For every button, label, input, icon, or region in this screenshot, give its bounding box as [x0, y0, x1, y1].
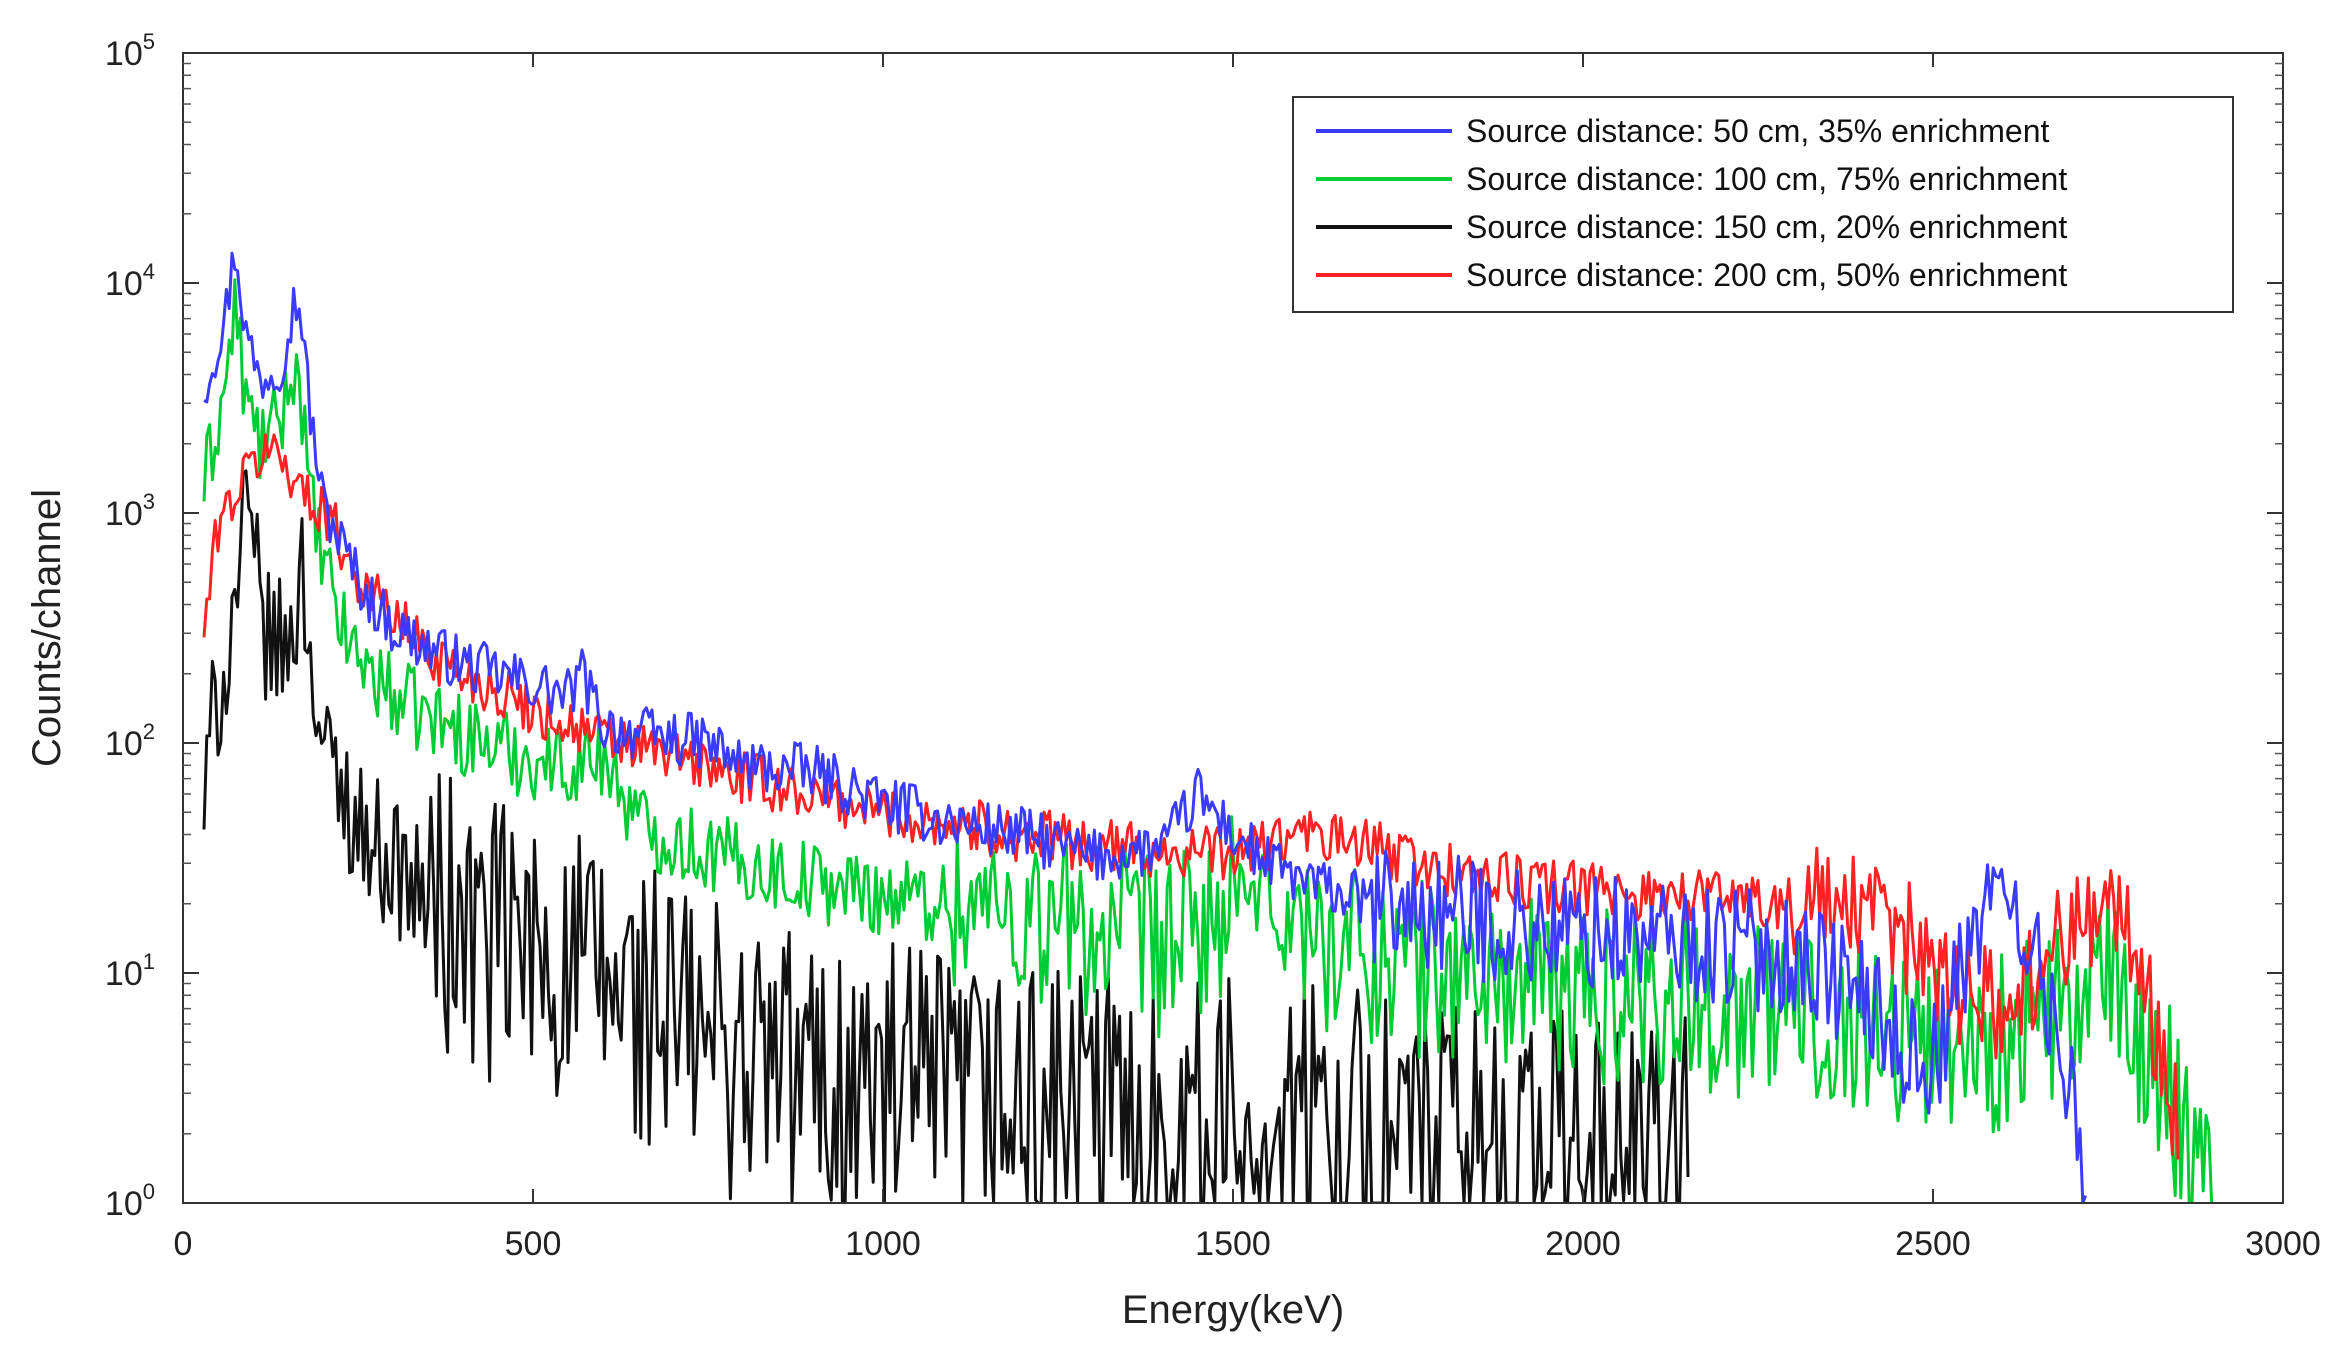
y-tick-label: 103 — [105, 489, 155, 533]
legend: Source distance: 50 cm, 35% enrichment So… — [1292, 96, 2234, 313]
x-tick-label: 2500 — [1895, 1225, 1971, 1263]
legend-label-3: Source distance: 200 cm, 50% enrichment — [1466, 257, 2067, 293]
y-tick-label: 100 — [105, 1179, 155, 1223]
x-axis-label: Energy(keV) — [1122, 1288, 1344, 1332]
legend-label-1: Source distance: 100 cm, 75% enrichment — [1466, 161, 2067, 197]
series-line-3 — [202, 433, 2180, 1160]
x-tick-label: 3000 — [2245, 1225, 2321, 1263]
x-tick-label: 2000 — [1545, 1225, 1621, 1263]
y-axis-ticks: 100 101 102 103 104 105 — [105, 29, 2283, 1223]
x-tick-label: 1000 — [845, 1225, 921, 1263]
x-axis-ticks: 0 500 1000 1500 2000 2500 3000 — [174, 53, 2321, 1263]
series-line-2 — [202, 469, 1690, 1203]
legend-label-2: Source distance: 150 cm, 20% enrichment — [1466, 209, 2067, 245]
series-line-0 — [203, 251, 2088, 1203]
y-axis-label: Counts/channel — [25, 489, 69, 767]
y-tick-label: 102 — [105, 719, 155, 763]
series-line-1 — [202, 278, 2214, 1203]
x-tick-label: 500 — [505, 1225, 562, 1263]
y-tick-label: 105 — [105, 29, 155, 73]
x-tick-label: 0 — [174, 1225, 193, 1263]
y-tick-label: 104 — [105, 259, 155, 303]
legend-label-0: Source distance: 50 cm, 35% enrichment — [1466, 113, 2050, 149]
x-tick-label: 1500 — [1195, 1225, 1271, 1263]
y-tick-label: 101 — [105, 949, 155, 993]
series-layer — [202, 251, 2214, 1203]
